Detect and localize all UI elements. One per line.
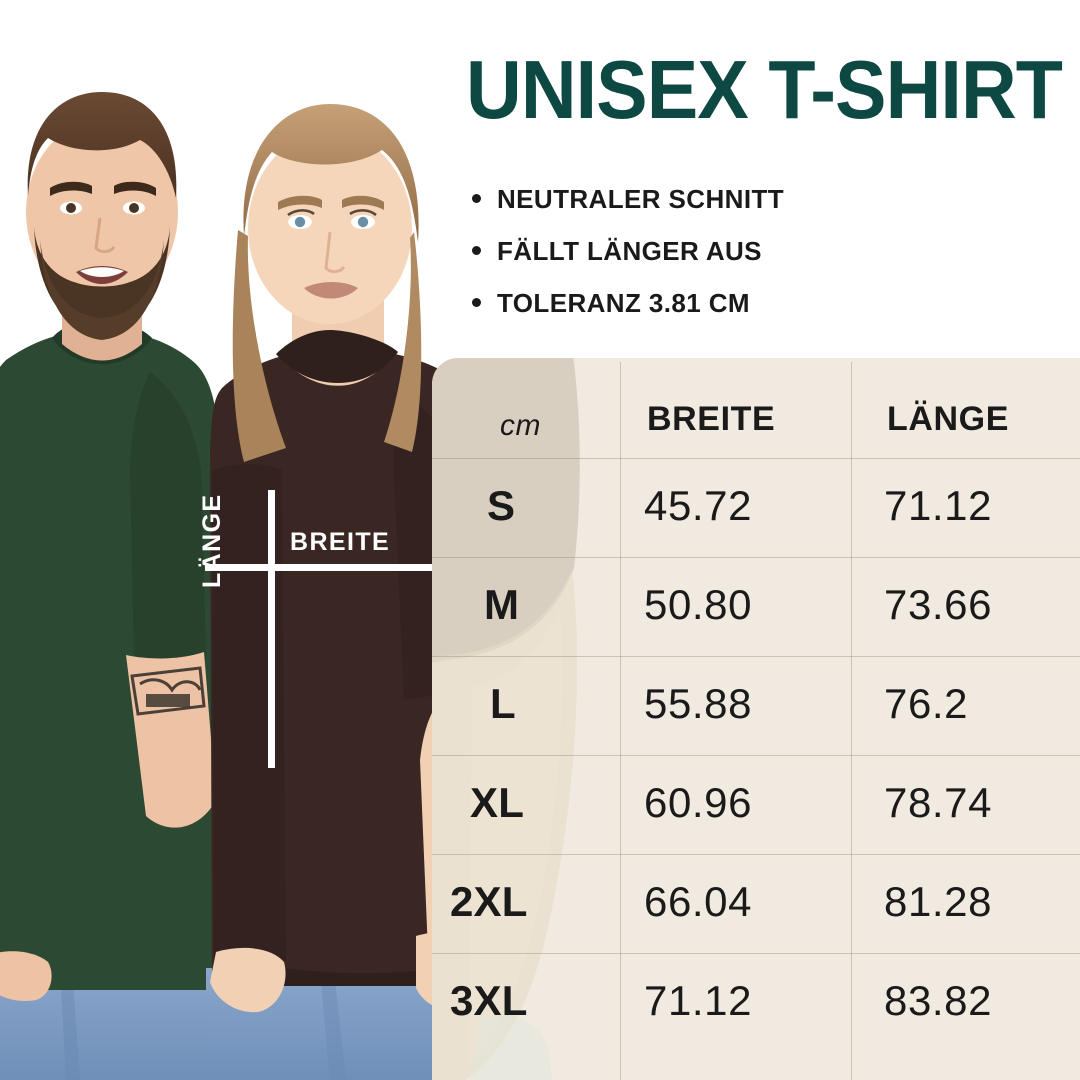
size-label: 2XL [450, 878, 528, 925]
models-photo [0, 0, 470, 1080]
bullet-icon [472, 298, 481, 307]
size-label: L [490, 680, 516, 727]
list-item: NEUTRALER SCHNITT [468, 184, 784, 215]
value-laenge: 81.28 [884, 878, 993, 925]
row-divider-5 [432, 953, 1080, 954]
feature-label: FÄLLT LÄNGER AUS [497, 236, 762, 266]
row-divider-header [432, 458, 1080, 459]
size-label: S [487, 482, 516, 529]
list-item: FÄLLT LÄNGER AUS [468, 236, 784, 267]
value-laenge: 83.82 [884, 977, 993, 1024]
column-header-breite: BREITE [647, 400, 776, 438]
value-breite: 66.04 [644, 878, 753, 925]
row-divider-1 [432, 557, 1080, 558]
page-title: UNISEX T-SHIRT [466, 43, 1063, 136]
value-breite: 71.12 [644, 977, 753, 1024]
row-divider-3 [432, 755, 1080, 756]
feature-label: TOLERANZ 3.81 CM [497, 288, 750, 318]
column-header-laenge: LÄNGE [887, 400, 1009, 438]
unit-header: cm [500, 409, 541, 442]
value-breite: 60.96 [644, 779, 753, 826]
bullet-icon [472, 246, 481, 255]
list-item: TOLERANZ 3.81 CM [468, 288, 784, 319]
row-divider-4 [432, 854, 1080, 855]
row-divider-2 [432, 656, 1080, 657]
value-laenge: 78.74 [884, 779, 993, 826]
size-label: M [484, 581, 520, 628]
value-laenge: 73.66 [884, 581, 993, 628]
value-breite: 50.80 [644, 581, 753, 628]
value-laenge: 76.2 [884, 680, 969, 727]
value-breite: 55.88 [644, 680, 753, 727]
bullet-icon [472, 194, 481, 203]
feature-list: NEUTRALER SCHNITT FÄLLT LÄNGER AUS TOLER… [468, 184, 784, 340]
column-divider-1 [620, 362, 621, 1080]
size-label: 3XL [450, 977, 528, 1024]
value-laenge: 71.12 [884, 482, 993, 529]
size-label: XL [470, 779, 525, 826]
table-grid [432, 358, 1080, 1080]
column-divider-2 [851, 362, 852, 1080]
size-table-panel: cm BREITE LÄNGE S 45.72 71.12 M 50.80 73… [432, 358, 1080, 1080]
feature-label: NEUTRALER SCHNITT [497, 184, 785, 214]
value-breite: 45.72 [644, 482, 753, 529]
